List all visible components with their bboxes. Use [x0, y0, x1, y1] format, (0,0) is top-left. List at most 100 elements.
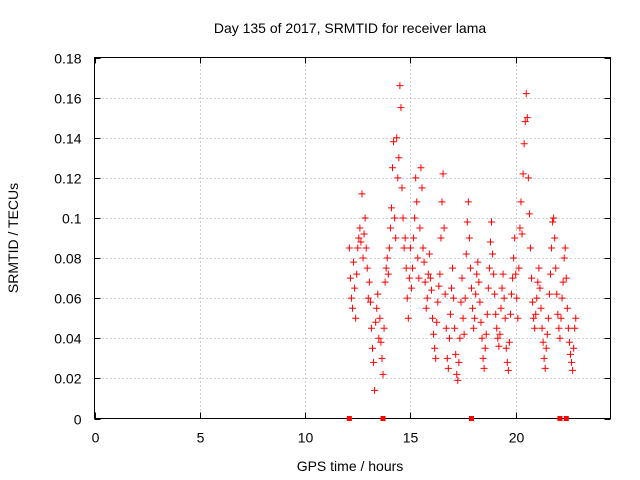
data-point: [561, 244, 569, 252]
data-point: [529, 298, 537, 306]
data-point: [464, 198, 472, 206]
data-point: [357, 238, 365, 246]
data-point: [553, 290, 561, 298]
grid: [94, 57, 611, 419]
data-point: [510, 254, 518, 262]
data-point: [517, 198, 525, 206]
data-point: [493, 324, 501, 332]
data-point: [549, 218, 557, 226]
data-point: [374, 290, 382, 298]
data-point: [463, 218, 471, 226]
data-point: [419, 244, 427, 252]
data-point: [477, 318, 485, 326]
data-point: [476, 298, 484, 306]
data-point: [461, 294, 469, 302]
data-point: [539, 338, 547, 346]
data-point: [383, 254, 391, 262]
data-point: [533, 294, 541, 302]
data-point: [457, 298, 465, 306]
data-point: [496, 330, 504, 338]
data-point: [369, 344, 377, 352]
data-point: [433, 318, 441, 326]
data-point: [415, 274, 423, 282]
plot-frame: [94, 57, 611, 419]
data-point: [426, 274, 434, 282]
data-point: [417, 164, 425, 172]
data-point: [382, 264, 390, 272]
data-point: [524, 174, 532, 182]
data-point: [474, 258, 482, 266]
data-point: [425, 250, 433, 258]
y-tick-label: 0.18: [54, 51, 81, 67]
data-point: [546, 270, 554, 278]
data-point: [435, 282, 443, 290]
data-point: [375, 334, 383, 342]
data-point: [441, 290, 449, 298]
data-point: [377, 338, 385, 346]
data-point: [367, 324, 375, 332]
axis-marker-point: [468, 416, 474, 421]
data-point: [364, 294, 372, 302]
data-point: [557, 314, 565, 322]
data-point: [444, 364, 452, 372]
data-point: [424, 270, 432, 278]
data-point: [459, 314, 467, 322]
data-point: [405, 274, 413, 282]
y-tick-label: 0: [74, 412, 82, 428]
axis-marker-point: [346, 416, 352, 421]
data-point: [447, 284, 455, 292]
data-point: [470, 324, 478, 332]
data-point: [451, 324, 459, 332]
x-tick-label: 0: [92, 430, 100, 446]
y-axis-label: SRMTID / TECUs: [5, 183, 21, 293]
data-point: [413, 198, 421, 206]
data-point: [353, 270, 361, 278]
data-point: [400, 244, 408, 252]
data-point: [500, 294, 508, 302]
data-point: [370, 358, 378, 366]
data-point: [471, 314, 479, 322]
data-point: [401, 234, 409, 242]
data-point: [450, 294, 458, 302]
data-point: [499, 270, 507, 278]
data-point: [559, 278, 567, 286]
data-point: [465, 234, 473, 242]
data-point: [439, 170, 447, 178]
data-point: [403, 294, 411, 302]
data-point: [504, 366, 512, 374]
data-point: [534, 278, 542, 286]
data-point: [361, 214, 369, 222]
data-point: [398, 184, 406, 192]
data-point: [454, 376, 462, 384]
data-point: [544, 314, 552, 322]
data-point: [354, 244, 362, 252]
data-point: [407, 284, 415, 292]
data-point: [372, 318, 380, 326]
data-point: [362, 244, 370, 252]
data-point: [568, 358, 576, 366]
data-point: [535, 264, 543, 272]
data-point: [491, 290, 499, 298]
x-tick-label: 10: [298, 430, 314, 446]
data-point: [501, 314, 509, 322]
data-point: [523, 114, 531, 122]
tick-labels: 0 0.02 0.04 0.06 0.08 0.1 0.12 0.14 0.16 0.18 0 5 10…: [54, 51, 524, 446]
data-point: [406, 244, 414, 252]
data-point: [380, 324, 388, 332]
data-point: [556, 334, 564, 342]
data-point: [508, 290, 516, 298]
data-point: [498, 284, 506, 292]
data-point: [505, 338, 513, 346]
data-point: [358, 190, 366, 198]
data-point: [519, 170, 527, 178]
data-point: [485, 264, 493, 272]
data-point: [396, 82, 404, 90]
data-point: [460, 330, 468, 338]
data-point: [512, 270, 520, 278]
data-point: [394, 174, 402, 182]
y-tick-label: 0.06: [54, 291, 81, 307]
data-point: [366, 298, 374, 306]
chart-title: Day 135 of 2017, SRMTID for receiver lam…: [214, 20, 487, 36]
data-point: [532, 310, 540, 318]
data-point: [511, 234, 519, 242]
